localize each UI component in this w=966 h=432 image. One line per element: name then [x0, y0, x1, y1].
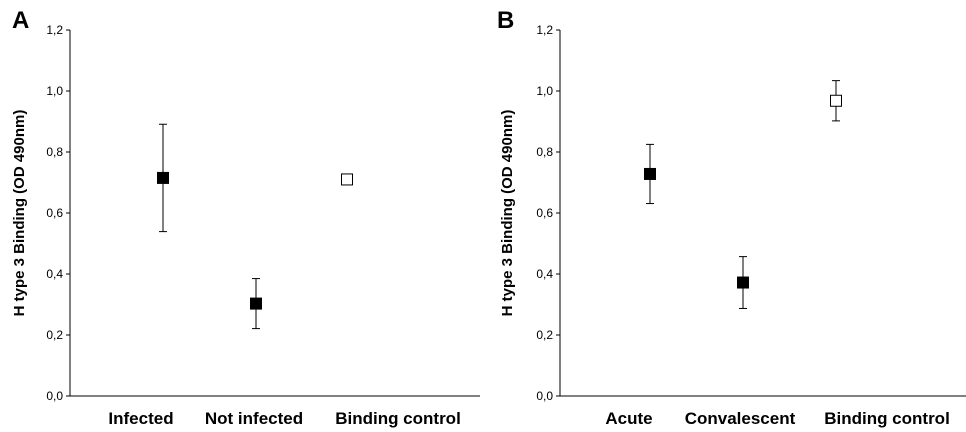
y-tick-label: 0,2: [46, 328, 63, 342]
chart-panel-b: B H type 3 Binding (OD 490nm) 0,0 0,2 0,4 0,6…: [497, 7, 966, 428]
data-point-marker: [157, 171, 169, 184]
y-tick-label: 0,0: [46, 389, 63, 403]
y-axis-label: H type 3 Binding (OD 490nm): [499, 110, 516, 317]
x-category-label: Binding control: [824, 409, 950, 428]
y-tick-label: 0,0: [536, 389, 553, 403]
data-point-marker: [830, 94, 842, 107]
panel-label: B: [497, 7, 514, 34]
panel-label: A: [12, 7, 29, 34]
chart-panel-a: A H type 3 Binding (OD 490nm) 0,0 0,2 0,4 0,6…: [11, 7, 480, 428]
y-tick-label: 1,2: [46, 23, 63, 37]
x-category-label: Convalescent: [685, 409, 796, 428]
data-point-marker: [737, 276, 749, 289]
y-tick-label: 1,0: [536, 84, 553, 98]
y-tick-label: 1,2: [536, 23, 553, 37]
y-tick-label: 0,6: [46, 206, 63, 220]
data-point-marker: [250, 297, 262, 310]
x-category-label: Binding control: [335, 409, 461, 428]
y-tick-label: 0,4: [536, 267, 553, 281]
y-tick-label: 1,0: [46, 84, 63, 98]
y-axis-label: H type 3 Binding (OD 490nm): [11, 110, 28, 317]
y-tick-label: 0,6: [536, 206, 553, 220]
y-tick-label: 0,4: [46, 267, 63, 281]
y-tick-label: 0,2: [536, 328, 553, 342]
x-category-label: Acute: [605, 409, 652, 428]
x-category-label: Infected: [108, 409, 173, 428]
data-point-marker: [341, 173, 353, 186]
data-point-marker: [644, 167, 656, 180]
y-tick-label: 0,8: [536, 145, 553, 159]
x-category-label: Not infected: [205, 409, 303, 428]
y-tick-label: 0,8: [46, 145, 63, 159]
